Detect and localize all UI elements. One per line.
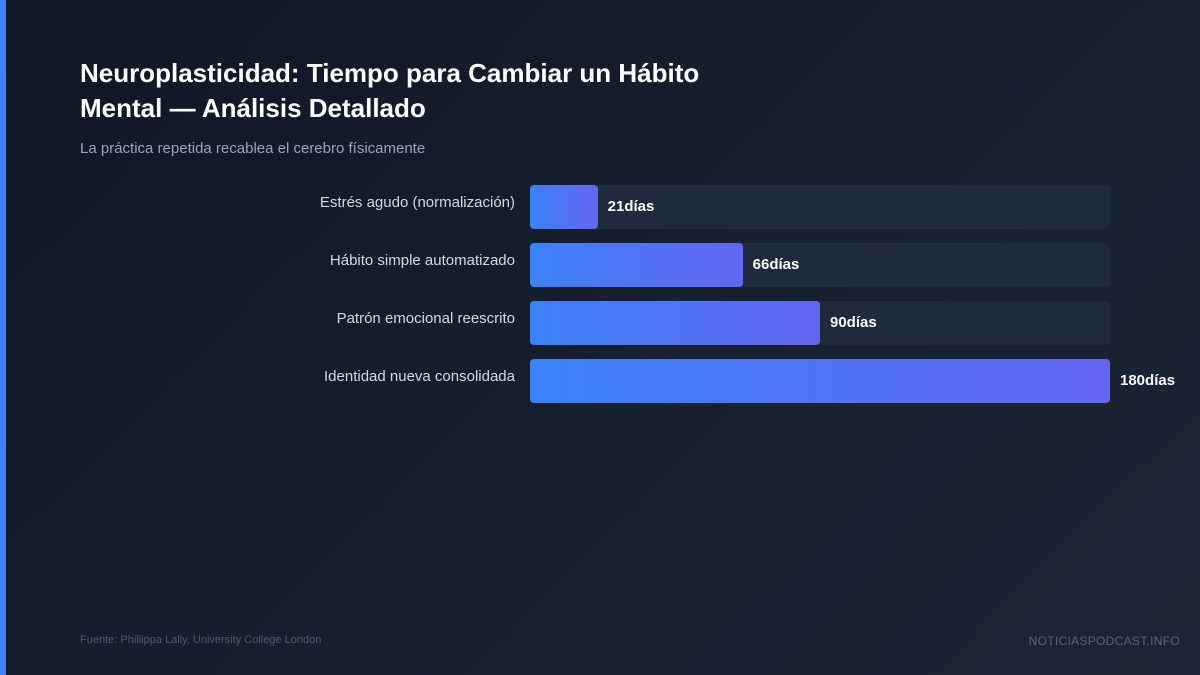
category-label: Estrés agudo (normalización) <box>319 194 515 211</box>
category-label: Patrón emocional reescrito <box>336 310 515 327</box>
bar-row: Patrón emocional reescrito 90días <box>0 301 1200 345</box>
value-label: 180días <box>1120 372 1176 389</box>
accent-bar <box>0 0 6 675</box>
bar-row: Identidad nueva consolidada 180días <box>0 359 1200 403</box>
category-label: Identidad nueva consolidada <box>324 368 515 385</box>
source-note: Fuente: Phillippa Lally, University Coll… <box>80 634 322 646</box>
bar <box>530 243 743 287</box>
bar <box>530 359 1110 403</box>
value-label: 21días <box>607 198 655 215</box>
bar-row: Estrés agudo (normalización) 21días <box>0 185 1200 229</box>
bar-row: Hábito simple automatizado 66días <box>0 243 1200 287</box>
bar <box>530 301 820 345</box>
chart-subtitle: La práctica repetida recablea el cerebro… <box>80 140 426 157</box>
category-label: Hábito simple automatizado <box>329 252 515 269</box>
value-label: 66días <box>752 256 800 273</box>
value-label: 90días <box>830 314 877 331</box>
bar <box>530 185 598 229</box>
brand-label: NOTICIASPODCAST.INFO <box>1028 634 1180 648</box>
bar-track <box>530 185 1110 229</box>
chart-title: Neuroplasticidad: Tiempo para Cambiar un… <box>80 58 700 123</box>
